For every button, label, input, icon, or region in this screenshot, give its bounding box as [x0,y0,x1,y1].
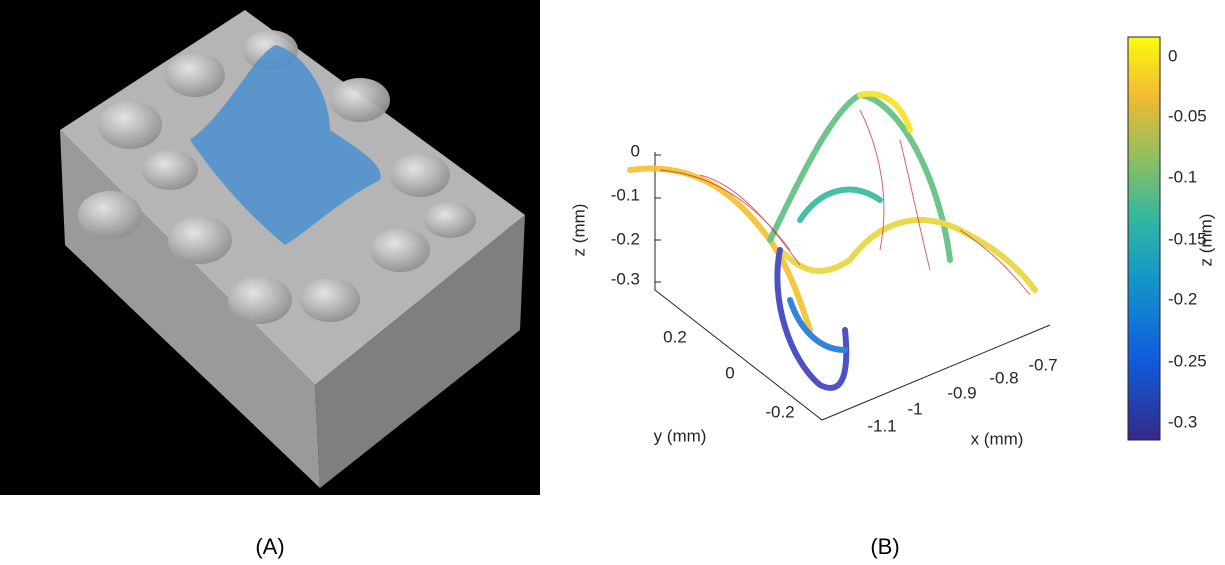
panel-label: (A) [255,534,284,559]
colorbar-tick-label: -0.3 [1168,412,1197,431]
x-tick-label: -0.9 [947,383,976,402]
y-tick-label: -0.2 [765,402,794,421]
y-tick-label: 0.2 [663,327,687,346]
colorbar-tick-label: -0.25 [1168,351,1207,370]
colorbar-tick-label: -0.2 [1168,289,1197,308]
colorbar-tick-label: -0.05 [1168,106,1207,125]
colorbar-label: z (mm) [1196,214,1215,267]
colorbar [1128,37,1160,440]
x-axis-label: x (mm) [971,429,1024,448]
panel-label: (B) [870,534,899,559]
x-tick-label: -1.1 [867,416,896,435]
z-tick-label: -0.3 [611,269,640,288]
colorbar-tick-label: -0.1 [1168,167,1197,186]
y-tick-label: 0 [725,363,734,382]
z-axis-label: z (mm) [569,204,588,257]
figure: (A) (B) 0 -0.1 -0.2 -0.3 z (mm) 0.2 0 -0.2 y (mm) -… [0,0,1225,565]
y-axis-label: y (mm) [654,426,707,445]
z-tick-label: -0.1 [611,185,640,204]
x-tick-label: -0.7 [1028,355,1057,374]
colorbar-tick-label: 0 [1168,46,1177,65]
panel-a-image [0,0,540,495]
x-tick-label: -1 [907,399,922,418]
panel-b-axes [630,94,1050,420]
x-tick-label: -0.8 [989,368,1018,387]
z-tick-label: 0 [631,141,640,160]
z-tick-label: -0.2 [611,229,640,248]
